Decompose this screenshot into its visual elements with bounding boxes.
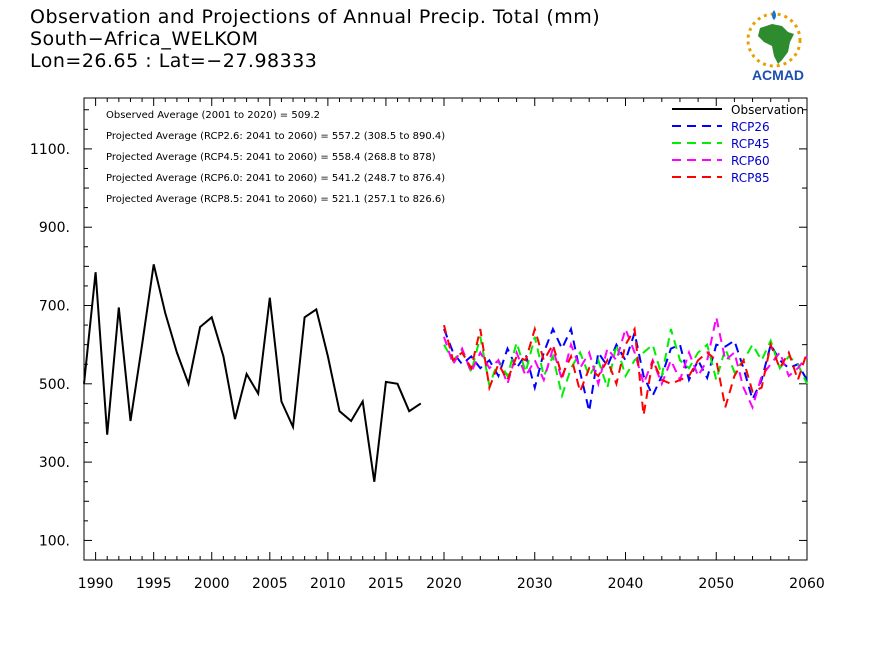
y-axis-labels: 100. 300. 500. 700. 900. 1100. (30, 142, 70, 550)
x-tick-label: 2000 (194, 576, 230, 592)
x-tick-label: 2050 (698, 576, 734, 592)
x-tick-label: 2040 (608, 576, 644, 592)
x-tick-label: 2015 (368, 576, 404, 592)
annotations: Observed Average (2001 to 2020) = 509.2 P… (106, 110, 445, 205)
x-tick-label: 2060 (789, 576, 825, 592)
x-tick-label: 1995 (136, 576, 172, 592)
y-tick-label: 700. (39, 299, 70, 315)
x-tick-label: 2010 (310, 576, 346, 592)
x-tick-label: 2020 (426, 576, 462, 592)
series-line-rcp60 (443, 317, 808, 411)
y-tick-label: 500. (39, 377, 70, 393)
acmad-logo: ACMAD (746, 10, 804, 83)
series-layer (83, 264, 808, 482)
water-drop-icon (772, 10, 776, 20)
logo-text: ACMAD (752, 67, 804, 83)
y-tick-label: 300. (39, 455, 70, 471)
y-tick-label: 1100. (30, 142, 70, 158)
annotation-line: Projected Average (RCP2.6: 2041 to 2060)… (106, 131, 445, 142)
legend-label: RCP85 (731, 171, 770, 185)
x-tick-label: 2030 (517, 576, 553, 592)
annotation-line: Observed Average (2001 to 2020) = 509.2 (106, 110, 320, 121)
annotation-line: Projected Average (RCP4.5: 2041 to 2060)… (106, 152, 436, 163)
y-tick-label: 900. (39, 220, 70, 236)
legend-label: RCP45 (731, 137, 770, 151)
series-line-rcp26 (443, 325, 808, 412)
annotation-line: Projected Average (RCP6.0: 2041 to 2060)… (106, 173, 445, 184)
series-line-rcp85 (443, 324, 808, 416)
legend-label: RCP60 (731, 154, 770, 168)
x-axis-labels: 1990 1995 2000 2005 2010 2015 2020 2030 2040 2050… (78, 576, 825, 592)
title-block: Observation and Projections of Annual Pr… (30, 6, 600, 72)
x-tick-label: 2005 (252, 576, 288, 592)
series-line-rcp45 (443, 328, 808, 400)
coordinates: Lon=26.65 : Lat=−27.98333 (30, 50, 318, 72)
legend-label: Observation (731, 103, 804, 117)
x-tick-label: 1990 (78, 576, 114, 592)
legend: Observation RCP26 RCP45 RCP60 RCP85 (672, 103, 804, 185)
y-tick-label: 100. (39, 533, 70, 549)
legend-label: RCP26 (731, 120, 770, 134)
plot-frame (83, 97, 808, 561)
series-line-observation (83, 264, 422, 482)
tick-marks (84, 98, 808, 561)
africa-map-icon (758, 24, 794, 64)
annotation-line: Projected Average (RCP8.5: 2041 to 2060)… (106, 194, 445, 205)
chart-title: Observation and Projections of Annual Pr… (30, 6, 601, 28)
location-name: South−Africa_WELKOM (30, 28, 259, 50)
